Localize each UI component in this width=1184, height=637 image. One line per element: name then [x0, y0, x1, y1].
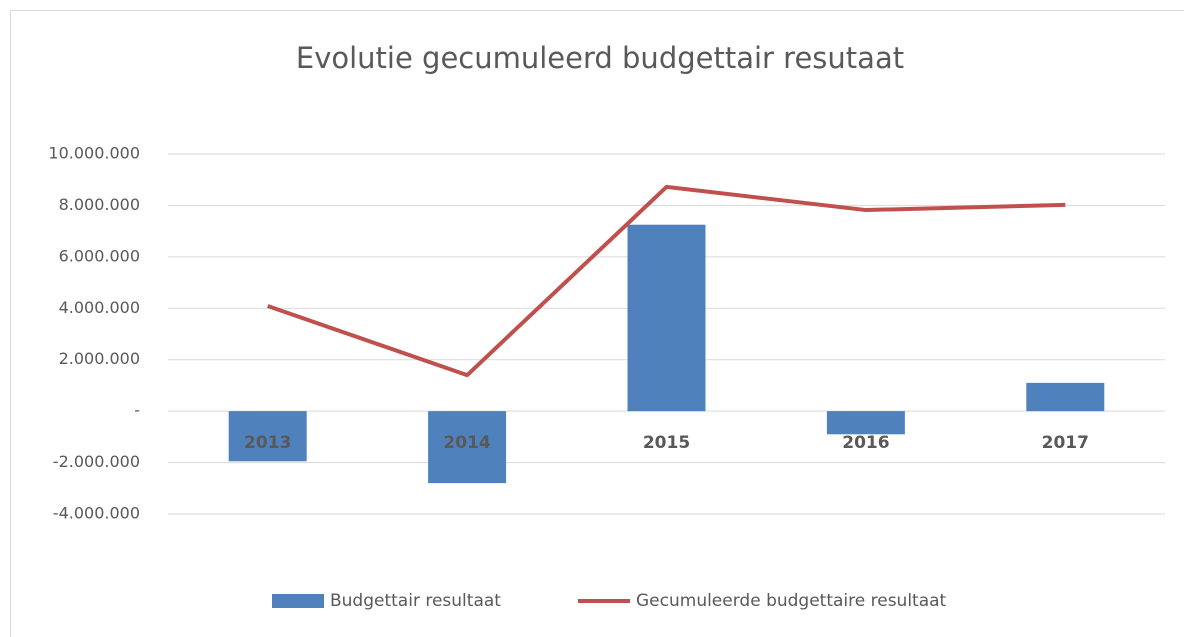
x-tick-label: 2015 — [643, 433, 690, 453]
bar — [627, 224, 706, 412]
line — [267, 184, 1066, 378]
bar — [1026, 382, 1105, 412]
y-tick-label: 6.000.000 — [59, 246, 140, 265]
y-tick-label: 4.000.000 — [59, 298, 140, 317]
bar — [428, 411, 507, 484]
legend-label: Gecumuleerde budgettaire resultaat — [636, 591, 947, 611]
chart-frame — [10, 10, 1184, 637]
x-tick-label: 2017 — [1042, 433, 1089, 453]
legend-swatch — [272, 594, 324, 608]
y-tick-label: -2.000.000 — [53, 452, 140, 471]
legend-label: Budgettair resultaat — [330, 591, 501, 611]
y-tick-label: 10.000.000 — [48, 144, 140, 163]
x-tick-label: 2014 — [443, 433, 490, 453]
y-tick-label: 2.000.000 — [59, 349, 140, 368]
bar — [228, 411, 307, 462]
chart-title: Evolutie gecumuleerd budgettair resutaat — [296, 41, 904, 75]
y-tick-label: - — [134, 401, 140, 420]
x-tick-label: 2013 — [244, 433, 291, 453]
bar — [826, 411, 905, 435]
x-tick-label: 2016 — [842, 433, 889, 453]
y-tick-label: -4.000.000 — [53, 504, 140, 523]
y-tick-label: 8.000.000 — [59, 195, 140, 214]
